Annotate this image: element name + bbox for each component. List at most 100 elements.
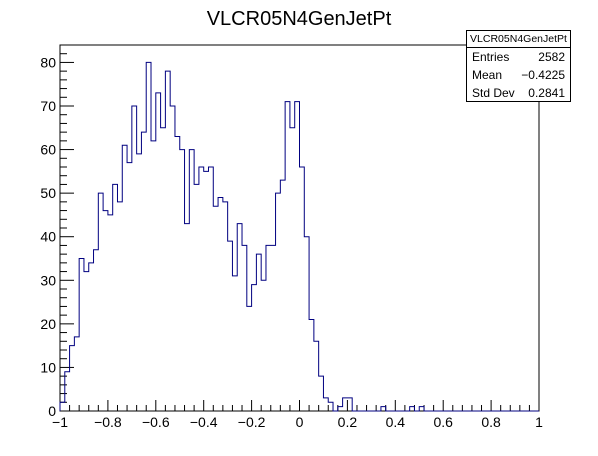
histogram-bin <box>204 171 209 411</box>
histogram-bin <box>175 137 180 412</box>
histogram-bin <box>290 128 295 411</box>
x-tick-label: 0.2 <box>338 414 358 430</box>
histogram-bin <box>304 237 309 411</box>
histogram-bin <box>328 402 333 411</box>
y-tick-label: 80 <box>40 54 56 70</box>
histogram-bin <box>242 245 247 411</box>
histogram-bin <box>108 215 113 411</box>
histogram-bin <box>295 102 300 411</box>
histogram-bin <box>314 341 319 411</box>
x-tick-label: 0 <box>296 414 304 430</box>
histogram-bin <box>276 193 281 411</box>
x-tick-label: 0.8 <box>481 414 501 430</box>
stats-label: Entries <box>472 50 510 64</box>
x-tick-label: −0.6 <box>142 414 170 430</box>
histogram-bin <box>218 198 223 412</box>
histogram-bin <box>165 71 170 411</box>
stats-row-entries: Entries 2582 <box>467 48 570 66</box>
histogram-bin <box>127 163 132 411</box>
stats-value: −0.4225 <box>521 68 565 82</box>
histogram-bin <box>113 184 118 411</box>
chart-title: VLCR05N4GenJetPt <box>207 8 392 30</box>
histogram-bin <box>261 280 266 411</box>
histogram-bin <box>223 202 228 411</box>
histogram-bin <box>74 337 79 411</box>
histogram-bin <box>323 398 328 411</box>
stats-value: 2582 <box>538 50 565 64</box>
histogram-bin <box>180 150 185 411</box>
histogram-bin <box>89 263 94 411</box>
histogram-bin <box>228 241 233 411</box>
y-tick-label: 50 <box>40 185 56 201</box>
stats-row-mean: Mean −0.4225 <box>467 66 570 84</box>
stats-row-stddev: Std Dev 0.2841 <box>467 84 570 102</box>
y-tick-label: 40 <box>40 229 56 245</box>
stats-label: Mean <box>472 68 503 82</box>
histogram-bin <box>343 398 348 411</box>
histogram-bin <box>185 224 190 411</box>
y-tick-label: 0 <box>48 403 56 419</box>
histogram-bin <box>170 106 175 411</box>
histogram-bin <box>309 320 314 412</box>
histogram-bin <box>252 285 257 411</box>
histogram-bin <box>419 407 424 411</box>
y-tick-label: 70 <box>40 98 56 114</box>
histogram-bin <box>410 407 415 411</box>
x-tick-label: 1 <box>535 414 543 430</box>
y-tick-label: 20 <box>40 316 56 332</box>
stats-label: Std Dev <box>472 86 515 100</box>
histogram-bin <box>271 245 276 411</box>
y-tick-label: 60 <box>40 142 56 158</box>
histogram-bin <box>60 402 65 411</box>
histogram-bin <box>213 206 218 411</box>
histogram-bin <box>319 376 324 411</box>
histogram-bin <box>381 407 386 411</box>
histogram-bin <box>232 276 237 411</box>
histogram-bin <box>237 224 242 411</box>
histogram-bin <box>347 398 352 411</box>
stats-title: VLCR05N4GenJetPt <box>467 31 570 48</box>
histogram-bin <box>70 346 75 411</box>
histogram-bin <box>266 245 271 411</box>
histogram-bin <box>280 180 285 411</box>
histogram-bin <box>156 93 161 411</box>
histogram-bin <box>161 128 166 411</box>
axis-ticks <box>59 44 540 412</box>
histogram-line <box>59 61 539 412</box>
x-tick-label: −0.8 <box>94 414 122 430</box>
histogram-bin <box>137 154 142 411</box>
stats-value: 0.2841 <box>528 86 565 100</box>
histogram-bin <box>141 132 146 411</box>
histogram-bin <box>122 145 127 411</box>
x-tick-label: 0.6 <box>433 414 453 430</box>
histogram-bin <box>285 102 290 411</box>
histogram-bin <box>117 202 122 411</box>
histogram-bin <box>247 306 252 411</box>
x-axis-labels: −1 −0.8 −0.6 −0.4 −0.2 0 0.2 0.4 0.6 0.8 1 <box>52 414 543 430</box>
stats-box: VLCR05N4GenJetPt Entries 2582 Mean −0.42… <box>466 30 571 102</box>
histogram-bin <box>146 62 151 411</box>
histogram-bin <box>338 407 343 411</box>
histogram-bin <box>189 150 194 411</box>
histogram-bin <box>98 193 103 411</box>
y-tick-label: 10 <box>40 359 56 375</box>
histogram-bin <box>300 167 305 411</box>
x-tick-label: −1 <box>52 414 68 430</box>
histogram-bin <box>199 167 204 411</box>
histogram-bin <box>208 167 213 411</box>
histogram-bin <box>132 106 137 411</box>
histogram-bin <box>256 254 261 411</box>
y-tick-label: 30 <box>40 272 56 288</box>
histogram-bin <box>79 259 84 412</box>
histogram-bin <box>94 250 99 411</box>
histogram-bin <box>151 141 156 411</box>
x-tick-label: 0.4 <box>386 414 406 430</box>
histogram-bin <box>103 211 108 411</box>
y-axis-labels: 0 10 20 30 40 50 60 70 80 <box>40 54 56 419</box>
x-tick-label: −0.4 <box>190 414 218 430</box>
histogram-bin <box>194 184 199 411</box>
histogram-bin <box>65 372 70 411</box>
histogram-bin <box>84 272 89 411</box>
x-tick-label: −0.2 <box>238 414 266 430</box>
